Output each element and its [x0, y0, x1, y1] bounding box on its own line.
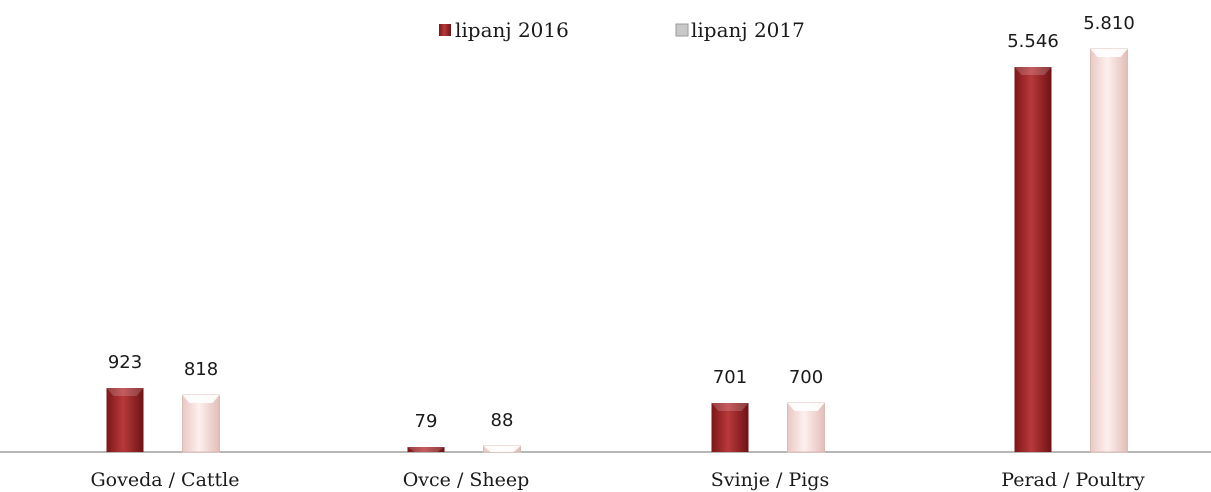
bars-group: [106, 48, 1128, 453]
value-label: 818: [184, 359, 218, 380]
bar-2016: [407, 447, 445, 452]
category-label: Svinje / Pigs: [711, 469, 829, 491]
bar-2017: [1090, 48, 1128, 453]
category-labels-group: Goveda / Cattle Ovce / Sheep Svinje / Pigs…: [90, 469, 1145, 491]
legend-label-2017: lipanj 2017: [691, 18, 805, 42]
value-label: 701: [713, 367, 747, 388]
bar-bevel: [787, 403, 825, 411]
legend-item-2016: lipanj 2016: [439, 18, 569, 42]
legend-label-2016: lipanj 2016: [455, 18, 569, 42]
value-labels-group: 923 79 701 5.546 818 88 700 5.810: [108, 13, 1135, 432]
bar-bevel: [407, 447, 445, 452]
legend-item-2017: lipanj 2017: [675, 18, 805, 42]
legend-swatch-2016: [439, 24, 451, 36]
bar-bevel: [106, 388, 144, 396]
bar-bevel: [182, 395, 220, 403]
category-label: Ovce / Sheep: [403, 469, 530, 491]
bar-2017: [182, 394, 220, 453]
bar-2016: [1014, 67, 1052, 452]
bar-bevel: [483, 446, 521, 452]
value-label: 88: [491, 410, 514, 431]
bar-bevel: [711, 403, 749, 411]
value-label: 79: [415, 411, 438, 432]
bar-2016: [106, 388, 144, 452]
bar-bevel: [1014, 67, 1052, 75]
bar-2016: [711, 403, 749, 452]
legend-swatch-2017: [675, 23, 689, 37]
bar-2017: [787, 402, 825, 453]
bar-bevel: [1090, 49, 1128, 57]
value-label: 700: [789, 367, 823, 388]
category-label: Perad / Poultry: [1001, 469, 1145, 491]
category-label: Goveda / Cattle: [90, 469, 239, 491]
legend: lipanj 2016 lipanj 2017: [439, 18, 805, 42]
value-label: 5.546: [1007, 31, 1059, 52]
value-label: 923: [108, 352, 142, 373]
value-label: 5.810: [1083, 13, 1135, 34]
